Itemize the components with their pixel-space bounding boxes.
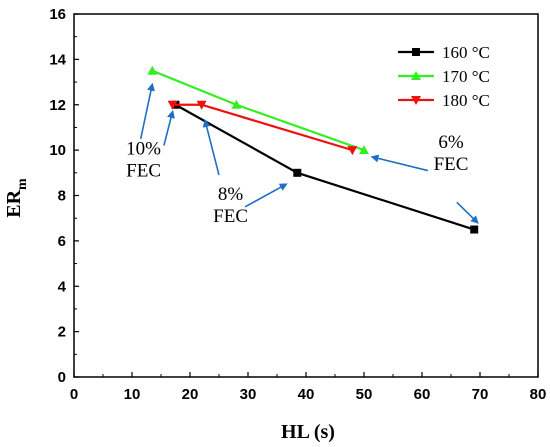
legend-label: 180 °C	[442, 91, 490, 110]
legend-marker	[411, 71, 421, 80]
data-point	[470, 225, 479, 234]
annotation-text: FEC	[434, 154, 469, 175]
annotation-text: 6%	[438, 132, 464, 153]
data-point	[347, 146, 358, 156]
legend-marker	[412, 48, 420, 56]
y-tick-label: 4	[58, 278, 67, 295]
annotation-arrow	[370, 154, 428, 172]
y-tick-label: 8	[58, 188, 66, 205]
data-point	[359, 145, 369, 155]
y-tick-label: 2	[58, 324, 66, 341]
x-tick-label: 20	[182, 386, 199, 403]
series-2	[167, 100, 358, 156]
annotation-text: 10%	[126, 139, 161, 160]
y-tick-label: 14	[49, 51, 66, 68]
annotation-arrow	[139, 82, 155, 139]
y-tick-label: 16	[49, 6, 66, 23]
legend-label: 170 °C	[442, 67, 490, 86]
annotation-arrow	[163, 110, 175, 146]
x-tick-label: 40	[298, 386, 315, 403]
annotation-1: 8%FEC	[202, 119, 288, 227]
annotation-text: FEC	[213, 206, 248, 227]
legend-marker	[411, 96, 421, 105]
data-point	[167, 100, 178, 110]
x-tick-label: 80	[530, 386, 547, 403]
x-tick-label: 60	[414, 386, 431, 403]
x-tick-label: 70	[472, 386, 489, 403]
annotation-0: 10%FEC	[126, 82, 175, 182]
y-axis-title: ERm	[3, 178, 30, 218]
legend: 160 °C 170 °C 180 °C	[398, 43, 490, 110]
annotation-arrow	[202, 119, 220, 176]
series-layer	[147, 65, 479, 234]
data-point	[147, 65, 158, 75]
x-tick-label: 10	[124, 386, 141, 403]
axes: 0 10 20 30 40 50 60 70 80 0 2 4 6 8 10 12 14 16	[49, 6, 546, 403]
series-1	[147, 65, 369, 155]
series-line-2	[172, 103, 353, 152]
annotation-arrow	[456, 201, 479, 224]
legend-entry-0: 160 °C	[398, 43, 490, 62]
y-tick-label: 0	[58, 369, 66, 386]
y-axis-title-sub: m	[15, 178, 30, 190]
annotation-2: 6%FEC	[370, 132, 479, 224]
data-point	[231, 99, 242, 109]
x-tick-label: 30	[240, 386, 257, 403]
legend-entry-2: 180 °C	[398, 91, 490, 110]
legend-label: 160 °C	[442, 43, 490, 62]
y-tick-label: 12	[49, 97, 66, 114]
legend-entry-1: 170 °C	[398, 67, 490, 86]
annotation-text: FEC	[126, 161, 161, 182]
data-point	[196, 100, 207, 110]
y-tick-label: 10	[49, 142, 66, 159]
x-axis-title: HL (s)	[281, 421, 335, 443]
x-tick-label: 0	[70, 386, 78, 403]
data-point	[293, 168, 302, 177]
x-tick-label: 50	[356, 386, 373, 403]
annotation-arrow	[244, 183, 288, 208]
svg-text:ERm: ERm	[3, 178, 30, 218]
y-axis-title-main: ER	[3, 189, 25, 217]
y-tick-label: 6	[58, 233, 66, 250]
annotation-text: 8%	[218, 184, 244, 205]
